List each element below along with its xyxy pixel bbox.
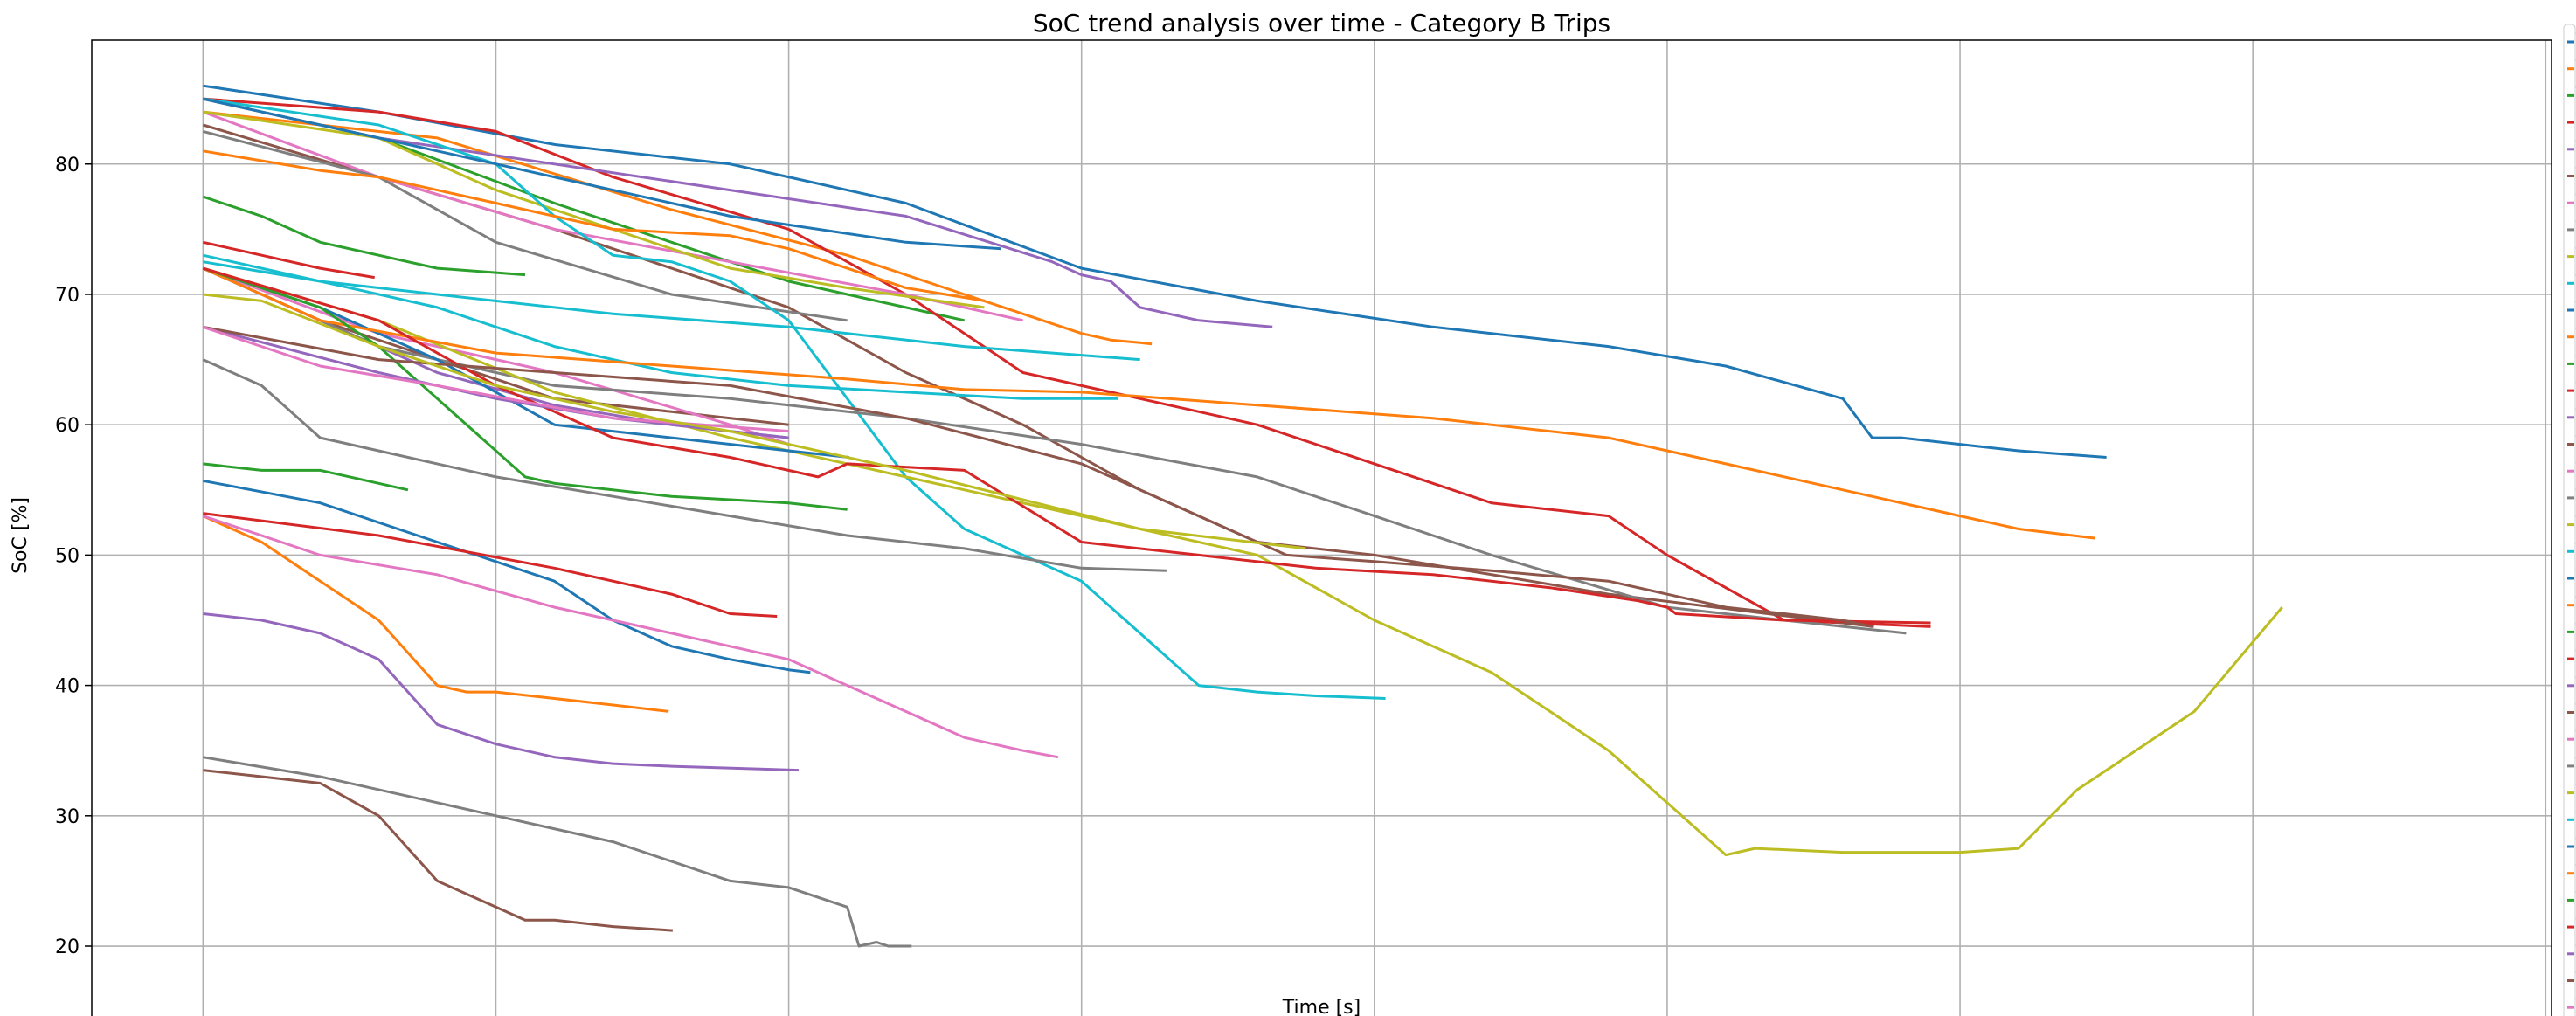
series-line-trip-12	[202, 195, 526, 277]
plot-frame	[91, 39, 2552, 1016]
series-line-trip-28	[203, 293, 1306, 550]
series-line-trip-10	[202, 97, 1001, 251]
axis-ticks: 0500100015002000250030003500400020304050…	[55, 155, 92, 958]
y-tick-label: 70	[55, 285, 80, 307]
chart-title: SoC trend analysis over time - Category …	[1033, 9, 1610, 38]
series-line-trip-37	[203, 756, 912, 948]
x-axis-title: Time [s]	[1282, 997, 1361, 1016]
series-line-trip-9	[203, 97, 1386, 700]
y-tick-label: 40	[55, 676, 80, 698]
series-line-trip-32	[203, 462, 409, 492]
series-line-trip-36	[202, 515, 1059, 759]
series-line-trip-17	[202, 266, 1907, 635]
series-line-trip-0	[203, 84, 2107, 459]
series-line-trip-22	[202, 266, 848, 511]
series-line-trip-13	[202, 240, 375, 280]
legend: Trip 0Trip 1Trip 2Trip 3Trip 4Trip 5Trip…	[2563, 24, 2576, 1016]
y-tick-label: 80	[55, 155, 80, 176]
series-line-trip-25	[203, 325, 1873, 628]
series-line-trip-18	[202, 266, 2283, 857]
series-line-trip-31	[202, 515, 669, 713]
series-line-trip-34	[203, 612, 800, 772]
series-line-trip-1	[203, 110, 1153, 346]
y-tick-label: 50	[55, 545, 80, 567]
y-tick-label: 20	[55, 937, 80, 958]
y-tick-label: 30	[55, 806, 80, 828]
series-line-trip-21	[202, 266, 2095, 540]
series-line-trip-3	[203, 97, 1931, 628]
y-tick-label: 60	[55, 415, 80, 437]
series-line-trip-33	[203, 512, 778, 618]
series-line-trip-19	[202, 253, 1118, 400]
series-lines	[202, 84, 2283, 948]
grid	[92, 40, 2552, 1016]
series-line-trip-11	[203, 149, 986, 302]
series-line-trip-35	[203, 769, 673, 932]
series-line-trip-29	[203, 260, 1140, 362]
series-line-trip-4	[202, 97, 1273, 328]
series-line-trip-7	[202, 129, 848, 322]
y-axis-title: SoC [%]	[10, 497, 31, 574]
legend-box	[2563, 24, 2576, 1016]
series-line-trip-27	[202, 358, 1167, 572]
series-line-trip-23	[202, 266, 1931, 625]
